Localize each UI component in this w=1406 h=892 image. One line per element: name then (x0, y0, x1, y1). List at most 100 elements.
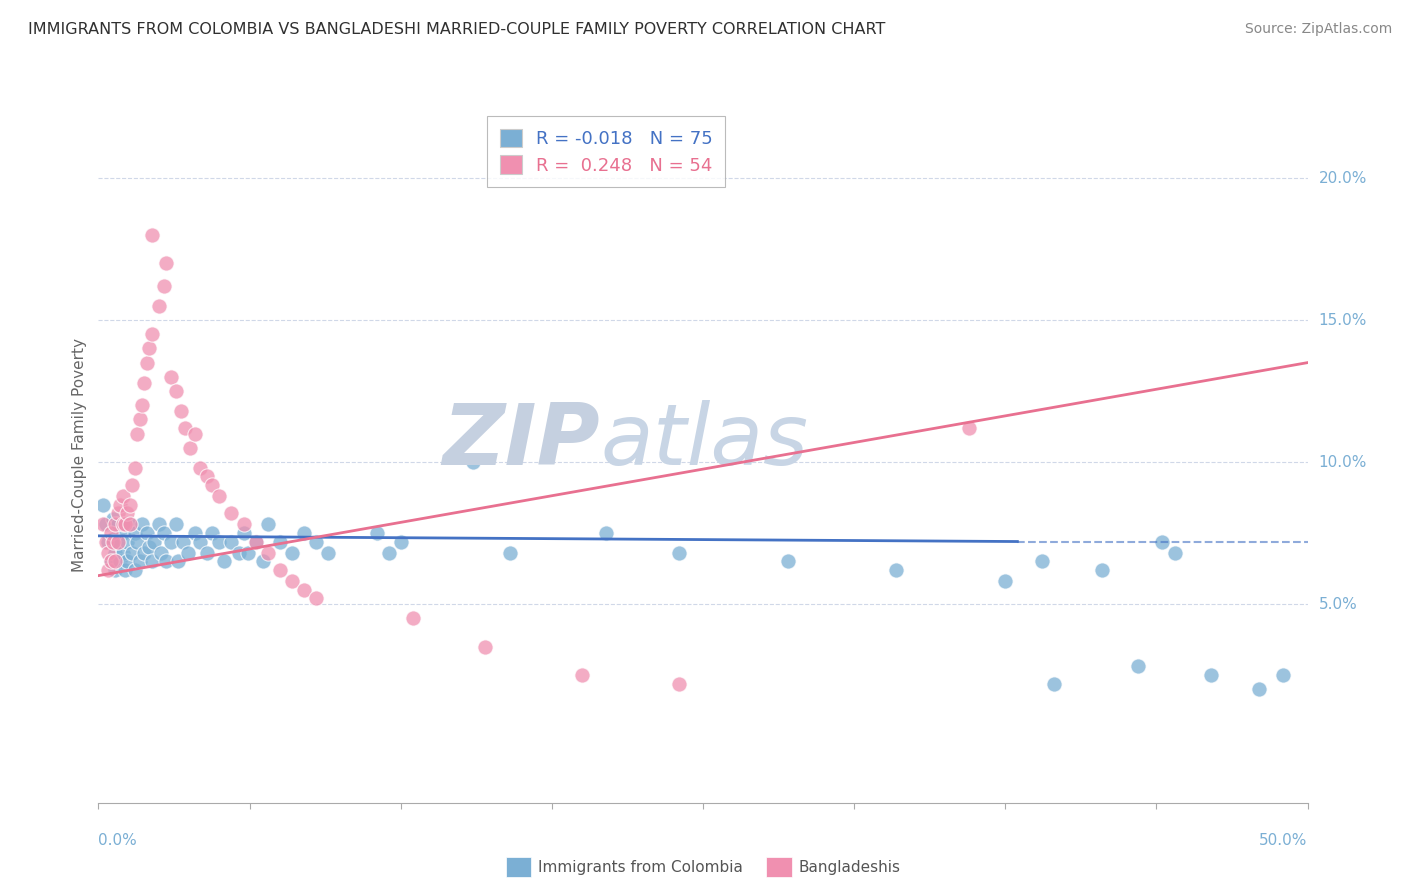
Point (160, 534, 183, 549)
Point (195, 546, 218, 560)
Point (101, 512, 124, 526)
Point (463, 455, 485, 469)
Point (165, 517, 187, 532)
Point (94, 517, 117, 532)
Point (377, 546, 399, 560)
Point (212, 554, 235, 568)
Point (152, 279, 174, 293)
Point (179, 441, 201, 455)
Point (1152, 534, 1174, 549)
Point (228, 546, 250, 560)
Point (668, 546, 690, 560)
Point (776, 554, 799, 568)
Point (1031, 554, 1053, 568)
Point (155, 554, 177, 568)
Text: 5.0%: 5.0% (1319, 597, 1357, 612)
Point (131, 398, 153, 412)
Point (117, 534, 139, 549)
Text: Source: ZipAtlas.com: Source: ZipAtlas.com (1244, 22, 1392, 37)
Point (498, 546, 520, 560)
Point (994, 574, 1017, 589)
Point (111, 546, 134, 560)
Point (131, 517, 153, 532)
Point (172, 534, 194, 549)
Point (221, 534, 243, 549)
Point (305, 534, 328, 549)
Point (571, 668, 593, 682)
Point (188, 534, 211, 549)
Point (595, 526, 617, 541)
Point (1272, 668, 1295, 682)
Point (114, 517, 136, 532)
Point (94, 534, 117, 549)
Point (201, 477, 224, 491)
Point (127, 426, 149, 441)
Point (148, 517, 170, 532)
Point (150, 546, 173, 560)
Point (1199, 668, 1222, 682)
Point (117, 506, 139, 520)
Point (104, 546, 127, 560)
Text: 0.0%: 0.0% (98, 833, 138, 848)
Point (305, 591, 328, 606)
Point (238, 546, 260, 560)
Point (155, 256, 177, 270)
Point (97, 534, 120, 549)
Point (100, 554, 122, 568)
Point (104, 554, 127, 568)
Point (232, 517, 254, 532)
Point (138, 342, 160, 356)
Point (118, 498, 141, 512)
Point (91, 498, 114, 512)
Point (1163, 546, 1185, 560)
Point (886, 563, 908, 577)
Text: atlas: atlas (600, 400, 808, 483)
Point (208, 534, 231, 549)
Point (184, 426, 207, 441)
Text: 50.0%: 50.0% (1260, 833, 1308, 848)
Point (128, 554, 150, 568)
Point (111, 489, 134, 503)
Point (100, 526, 122, 541)
Point (208, 489, 231, 503)
Point (108, 498, 131, 512)
Point (221, 506, 243, 520)
Point (1128, 659, 1150, 673)
Point (245, 534, 267, 549)
Point (118, 517, 141, 532)
Point (138, 540, 160, 554)
Point (160, 369, 183, 384)
Point (107, 534, 129, 549)
Point (177, 546, 200, 560)
Point (201, 526, 224, 541)
Point (124, 526, 146, 541)
Point (134, 376, 156, 390)
Point (165, 384, 187, 398)
Point (141, 554, 163, 568)
Point (108, 554, 131, 568)
Text: ZIP: ZIP (443, 400, 600, 483)
Point (121, 546, 143, 560)
Point (107, 517, 129, 532)
Text: IMMIGRANTS FROM COLOMBIA VS BANGLADESHI MARRIED-COUPLE FAMILY POVERTY CORRELATIO: IMMIGRANTS FROM COLOMBIA VS BANGLADESHI … (28, 22, 886, 37)
Point (148, 299, 170, 313)
Legend: R = -0.018   N = 75, R =  0.248   N = 54: R = -0.018 N = 75, R = 0.248 N = 54 (488, 116, 725, 187)
Point (152, 526, 174, 541)
Point (124, 460, 146, 475)
Text: 10.0%: 10.0% (1319, 455, 1367, 469)
Point (143, 534, 166, 549)
Point (402, 611, 425, 625)
Point (134, 546, 156, 560)
Point (252, 554, 274, 568)
Point (174, 421, 197, 435)
Point (256, 517, 278, 532)
Point (1249, 682, 1271, 697)
Point (281, 546, 304, 560)
Point (169, 404, 191, 418)
Point (104, 517, 127, 532)
Point (269, 563, 291, 577)
Point (957, 421, 980, 435)
Point (124, 563, 146, 577)
Point (128, 412, 150, 426)
Text: Immigrants from Colombia: Immigrants from Colombia (538, 860, 744, 874)
